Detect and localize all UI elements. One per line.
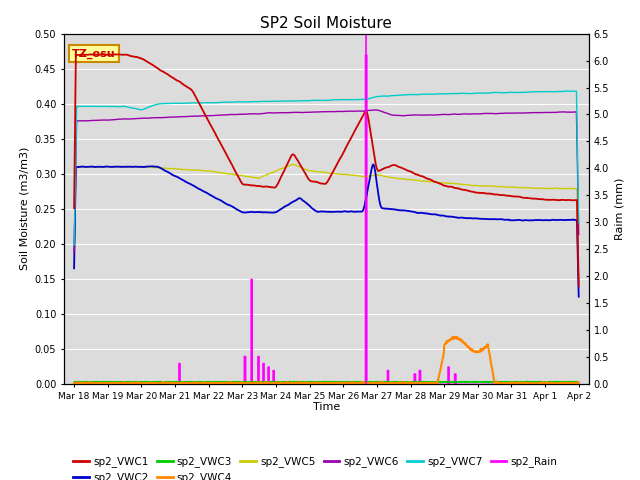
- X-axis label: Time: Time: [313, 402, 340, 412]
- Text: TZ_osu: TZ_osu: [72, 48, 115, 59]
- Y-axis label: Soil Moisture (m3/m3): Soil Moisture (m3/m3): [19, 147, 29, 271]
- Y-axis label: Raim (mm): Raim (mm): [614, 178, 625, 240]
- Title: SP2 Soil Moisture: SP2 Soil Moisture: [260, 16, 392, 31]
- Legend: sp2_VWC1, sp2_VWC2, sp2_VWC3, sp2_VWC4, sp2_VWC5, sp2_VWC6, sp2_VWC7, sp2_Rain: sp2_VWC1, sp2_VWC2, sp2_VWC3, sp2_VWC4, …: [69, 452, 562, 480]
